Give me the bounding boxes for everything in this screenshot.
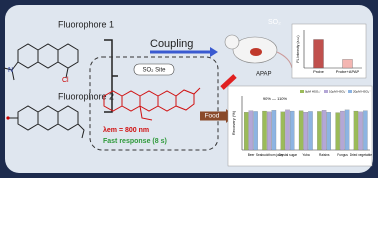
atom-o bbox=[6, 116, 10, 120]
liver bbox=[250, 48, 262, 56]
x-tick-label: Raisins bbox=[319, 153, 330, 157]
probe-box bbox=[89, 56, 219, 151]
probe-molecule bbox=[103, 87, 201, 121]
bar bbox=[248, 110, 254, 151]
legend-label: 20μM HSO₃⁻ bbox=[353, 89, 371, 93]
mouse-head bbox=[224, 34, 240, 50]
bar bbox=[262, 110, 267, 151]
chart-bg bbox=[291, 23, 367, 79]
bar bbox=[358, 111, 363, 151]
bracket bbox=[104, 39, 118, 113]
graphic: N Cl Fluorophore 1 Fluorophore 2 Couplin… bbox=[0, 0, 378, 178]
bar bbox=[353, 110, 359, 151]
molecule-1 bbox=[3, 43, 79, 81]
bar bbox=[303, 112, 309, 151]
bar bbox=[253, 111, 258, 151]
bar bbox=[344, 109, 350, 151]
bar bbox=[342, 59, 353, 69]
bar bbox=[244, 112, 249, 151]
drug: APAP bbox=[256, 72, 272, 78]
bar bbox=[298, 110, 304, 151]
x-tick-label: Crystal sugar bbox=[278, 153, 298, 157]
bar bbox=[271, 110, 277, 151]
legend-swatch bbox=[300, 90, 304, 93]
bar bbox=[340, 110, 345, 151]
bar bbox=[321, 110, 327, 151]
legend-label: 10μM HSO₃⁻ bbox=[329, 89, 347, 93]
legend-swatch bbox=[324, 90, 328, 93]
legend-swatch bbox=[348, 90, 352, 93]
x-tick-label: Probe+APAP bbox=[336, 69, 360, 74]
label: Fluorophore 2 bbox=[58, 91, 114, 101]
x-tick-label: Beer bbox=[248, 153, 256, 157]
laser bbox=[220, 74, 237, 90]
site-badge bbox=[133, 63, 175, 76]
bar bbox=[285, 109, 290, 151]
site-label: SO₂ Site bbox=[142, 68, 166, 74]
y-label: Recovery (%) bbox=[231, 110, 236, 135]
label: Fluorophore 1 bbox=[58, 19, 114, 29]
bar bbox=[267, 111, 272, 151]
bar bbox=[290, 110, 295, 151]
atom: N bbox=[8, 67, 13, 74]
x-tick-label: Seabuckthorn juice bbox=[256, 153, 283, 157]
atom: Cl bbox=[62, 77, 69, 84]
tail bbox=[276, 51, 293, 69]
bar bbox=[280, 111, 286, 151]
legend-label: 0μM HSO₃⁻ bbox=[305, 89, 321, 93]
bar bbox=[335, 112, 340, 151]
bar bbox=[363, 110, 368, 151]
y-label: FL Intensity (a.u.) bbox=[296, 35, 300, 62]
x-tick-label: Dried vegetable bbox=[350, 153, 373, 157]
arrow-label: Coupling bbox=[150, 38, 193, 50]
bar bbox=[308, 111, 313, 151]
arrow-head bbox=[210, 47, 218, 57]
x-tick-label: Fungus bbox=[337, 153, 348, 157]
bar bbox=[313, 39, 324, 69]
bar bbox=[317, 111, 322, 151]
molecule-2 bbox=[8, 105, 85, 139]
emission: λem = 800 nm bbox=[103, 126, 149, 134]
analyte: SO₂ bbox=[268, 19, 281, 26]
x-tick-label: Yuba bbox=[302, 153, 309, 157]
bar bbox=[326, 112, 331, 151]
food-label: Food bbox=[205, 113, 220, 120]
response: Fast response (8 s) bbox=[103, 138, 167, 145]
x-tick-label: Probe bbox=[313, 69, 324, 74]
annotation: 90% — 110% bbox=[263, 96, 288, 101]
